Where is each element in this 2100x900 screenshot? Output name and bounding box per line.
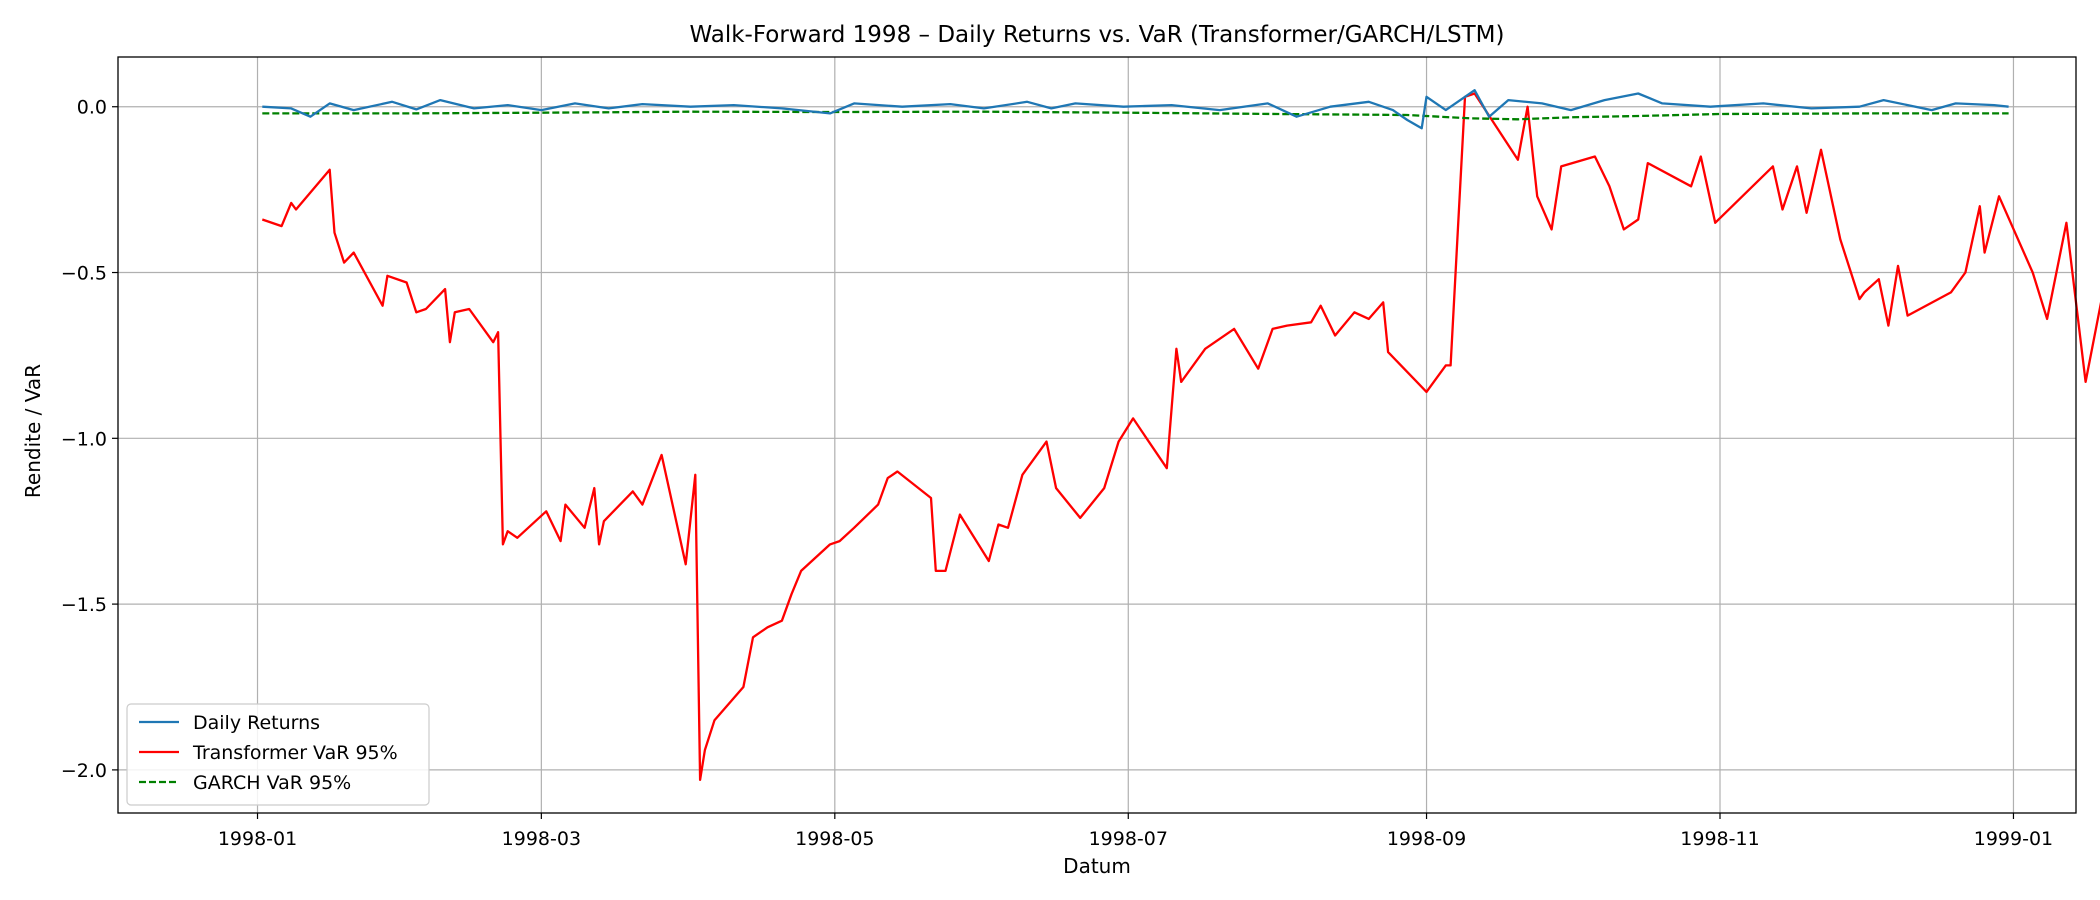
x-axis-title: Datum bbox=[1063, 854, 1131, 878]
legend-label: GARCH VaR 95% bbox=[193, 772, 351, 794]
y-axis-title: Rendite / VaR bbox=[21, 364, 45, 498]
legend-label: Transformer VaR 95% bbox=[192, 742, 398, 764]
y-axis: 0.0 −0.5 −1.0 −1.5 −2.0 bbox=[61, 97, 118, 782]
x-tick-label: 1998-01 bbox=[218, 828, 297, 850]
y-tick-label: −1.5 bbox=[61, 594, 107, 616]
series-line-transformer-var-95 bbox=[261, 92, 2100, 781]
x-tick-label: 1998-07 bbox=[1089, 828, 1168, 850]
y-tick-label: 0.0 bbox=[77, 97, 107, 119]
chart-title: Walk-Forward 1998 – Daily Returns vs. Va… bbox=[689, 22, 1504, 48]
x-tick-label: 1999-01 bbox=[1974, 828, 2053, 850]
plot-frame bbox=[117, 56, 2077, 814]
x-axis: 1998-01 1998-03 1998-05 1998-07 1998-09 1998-… bbox=[218, 813, 2053, 850]
y-tick-label: −0.5 bbox=[61, 263, 107, 285]
x-tick-label: 1998-11 bbox=[1680, 828, 1759, 850]
series-layer bbox=[261, 89, 2100, 781]
legend-box bbox=[126, 703, 430, 806]
series-line-daily-returns bbox=[262, 89, 2009, 130]
grid-lines bbox=[118, 57, 2076, 813]
y-tick-label: −1.0 bbox=[61, 428, 107, 450]
y-tick-label: −2.0 bbox=[61, 760, 107, 782]
legend-label: Daily Returns bbox=[193, 712, 320, 734]
x-tick-label: 1998-03 bbox=[502, 828, 581, 850]
legend: Daily Returns Transformer VaR 95% GARCH Va… bbox=[126, 703, 430, 806]
series-line-garch-var-95 bbox=[262, 110, 2009, 121]
x-tick-label: 1998-09 bbox=[1387, 828, 1466, 850]
x-tick-label: 1998-05 bbox=[795, 828, 874, 850]
